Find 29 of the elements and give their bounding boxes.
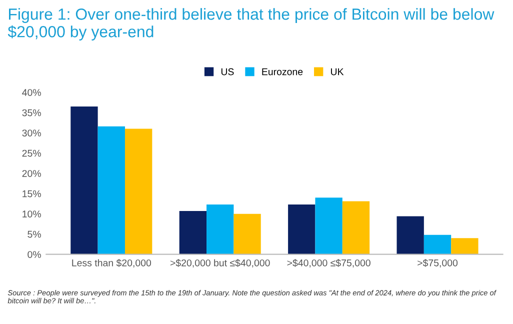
y-tick-label: 15% — [22, 190, 41, 198]
x-tick-label: Less than $20,000 — [72, 259, 152, 268]
y-tick-label: 5% — [28, 230, 41, 238]
bar — [179, 211, 207, 254]
legend-label: UK — [331, 68, 344, 76]
bar — [124, 128, 152, 254]
y-tick-label: 40% — [22, 89, 41, 96]
bar — [396, 216, 424, 254]
x-tick-label: >$75,000 — [418, 259, 458, 268]
y-tick-label: 25% — [22, 150, 41, 157]
y-tick-label: 0% — [28, 251, 41, 258]
bar — [451, 238, 478, 254]
bar — [206, 204, 234, 254]
bar — [424, 234, 452, 254]
chart-title: Figure 1: Over one-third believe that the price of Bitcoin will be below $20,000 by year-end — [8, 8, 494, 40]
y-tick-label: 30% — [22, 130, 41, 136]
bar — [342, 201, 370, 254]
x-tick-label: >$20,000 but ≤$40,000 — [170, 259, 270, 268]
bar — [70, 106, 98, 254]
y-tick-label: 35% — [22, 109, 41, 116]
bar — [98, 126, 125, 254]
bar — [315, 198, 342, 254]
legend-label: Eurozone — [262, 68, 303, 76]
y-tick-label: 10% — [22, 210, 41, 218]
legend-label: US — [221, 68, 234, 76]
x-tick-label: >$40,000 ≤$75,000 — [287, 259, 370, 268]
bar — [288, 204, 316, 254]
y-tick-label: 20% — [22, 170, 41, 177]
bar — [234, 214, 261, 254]
